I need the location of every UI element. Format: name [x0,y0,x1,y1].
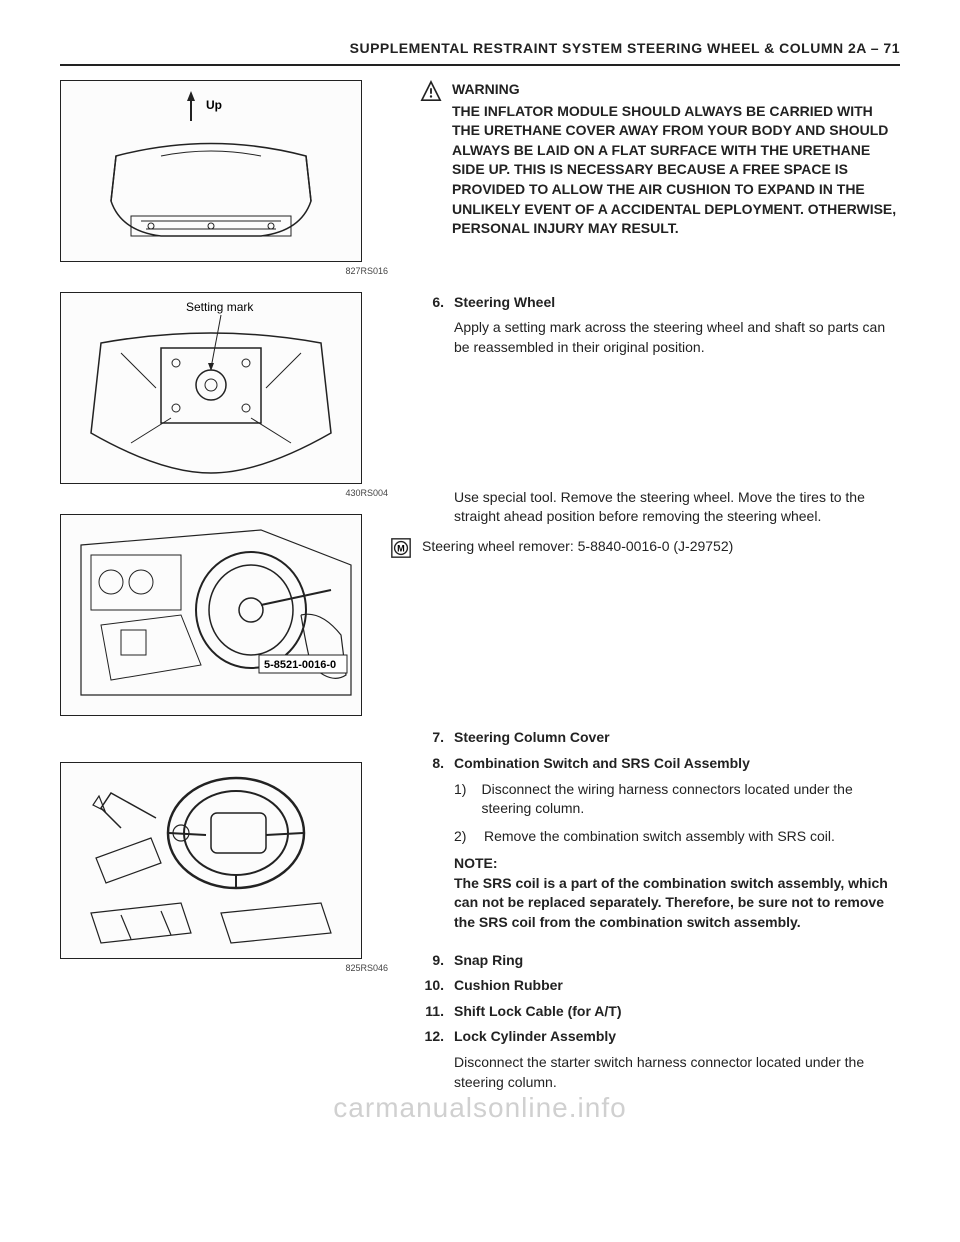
step-7-title: Steering Column Cover [454,728,610,748]
step-12: 12. Lock Cylinder Assembly [420,1027,900,1047]
tool-icon: M [390,537,412,565]
step-8-sub2-num: 2) [454,827,474,847]
note-title: NOTE: [454,854,900,874]
tool-line-text: Steering wheel remover: 5-8840-0016-0 (J… [422,537,733,557]
step-8-sublist: 1) Disconnect the wiring harness connect… [454,780,900,847]
step-10-num: 10. [420,976,444,996]
figure-column-cover [60,762,362,959]
step-8: 8. Combination Switch and SRS Coil Assem… [420,754,900,774]
step-8-sub2-text: Remove the combination switch assembly w… [484,827,835,847]
header-title: SUPPLEMENTAL RESTRAINT SYSTEM STEERING W… [350,40,900,56]
note-block: NOTE: The SRS coil is a part of the comb… [454,854,900,932]
figure1-up-label: Up [206,98,222,112]
step-9: 9. Snap Ring [420,951,900,971]
note-text: The SRS coil is a part of the combinatio… [454,874,900,933]
step-11-title: Shift Lock Cable (for A/T) [454,1002,621,1022]
step-8-sub1-num: 1) [454,780,472,819]
figure-steering-removal: 5-8521-0016-0 [60,514,362,716]
figure-inflator-module: Up [60,80,362,262]
svg-text:M: M [397,543,405,553]
step-12-title: Lock Cylinder Assembly [454,1027,616,1047]
step-6-num: 6. [420,293,444,313]
step-10: 10. Cushion Rubber [420,976,900,996]
step-6: 6. Steering Wheel [420,293,900,313]
text-column: WARNING THE INFLATOR MODULE SHOULD ALWAY… [420,80,900,1112]
warning-block: WARNING THE INFLATOR MODULE SHOULD ALWAY… [420,80,900,239]
figure3-tool-label: 5-8521-0016-0 [264,659,336,671]
figure-steering-wheel-mark: Setting mark [60,292,362,484]
figure1-ref: 827RS016 [60,266,390,276]
page-header: SUPPLEMENTAL RESTRAINT SYSTEM STEERING W… [60,40,900,66]
step-7-num: 7. [420,728,444,748]
step-12-num: 12. [420,1027,444,1047]
figure2-setting-label: Setting mark [186,300,254,314]
step-9-title: Snap Ring [454,951,523,971]
warning-text: THE INFLATOR MODULE SHOULD ALWAYS BE CAR… [452,102,900,239]
figure2-ref: 430RS004 [60,488,390,498]
step-8-num: 8. [420,754,444,774]
step-6-title: Steering Wheel [454,293,555,313]
step-9-num: 9. [420,951,444,971]
step-11-num: 11. [420,1002,444,1022]
step-8-title: Combination Switch and SRS Coil Assembly [454,754,750,774]
step-7: 7. Steering Column Cover [420,728,900,748]
warning-title: WARNING [452,80,900,100]
step-10-title: Cushion Rubber [454,976,563,996]
step-8-sub1-text: Disconnect the wiring harness connectors… [482,780,900,819]
warning-icon [420,80,442,108]
tool-line-row: M Steering wheel remover: 5-8840-0016-0 … [390,537,900,565]
figures-column: Up 827RS016 Setting mark [60,80,390,1112]
step-6-text2: Use special tool. Remove the steering wh… [454,488,900,527]
figure4-ref: 825RS046 [60,963,390,973]
step-6-text: Apply a setting mark across the steering… [454,318,900,357]
step-12-text: Disconnect the starter switch harness co… [454,1053,900,1092]
step-11: 11. Shift Lock Cable (for A/T) [420,1002,900,1022]
